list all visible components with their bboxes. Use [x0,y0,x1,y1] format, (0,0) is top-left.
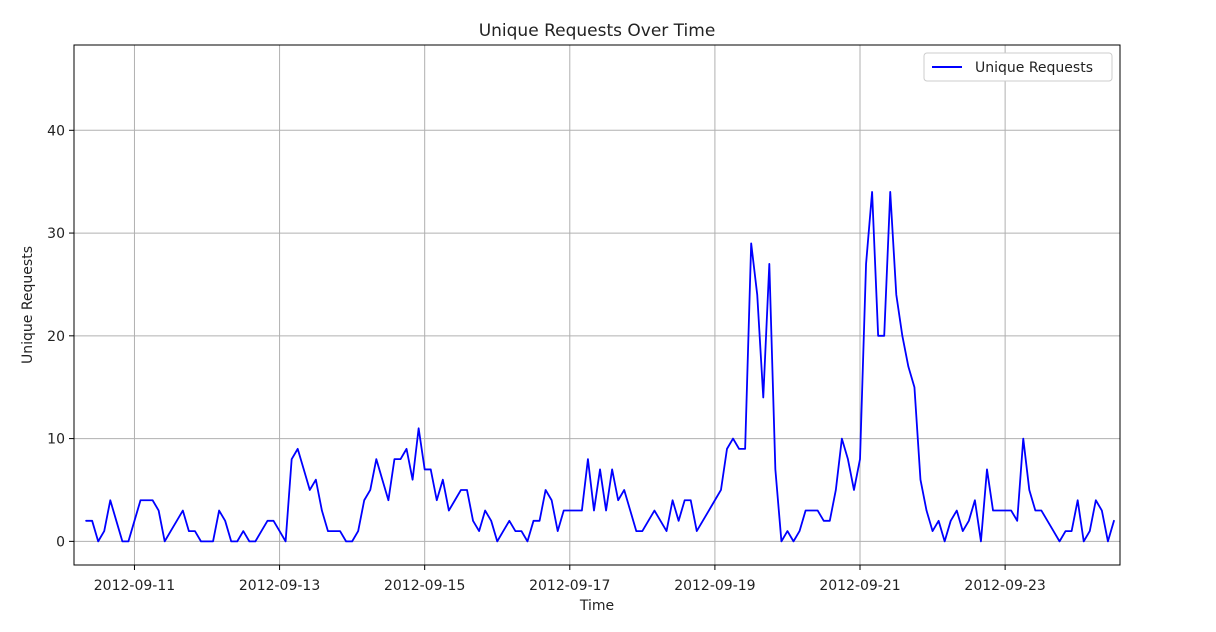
chart-title: Unique Requests Over Time [479,21,716,41]
x-tick-label: 2012-09-15 [384,578,465,594]
y-axis-label: Unique Requests [20,246,36,364]
x-tick-label: 2012-09-21 [819,578,900,594]
x-axis-label: Time [579,598,614,614]
y-axis-ticks: 0 10 20 30 40 [47,123,74,550]
series-line [85,191,1115,543]
y-tick-label: 10 [47,432,65,448]
legend-box [923,52,1113,82]
legend: Unique Requests [923,52,1113,82]
x-tick-label: 2012-09-23 [964,578,1045,594]
grid-lines [74,45,1120,565]
x-tick-label: 2012-09-19 [674,578,755,594]
x-tick-label: 2012-09-13 [239,578,320,594]
plot-frame [73,44,1121,566]
x-tick-label: 2012-09-11 [94,578,175,594]
y-tick-label: 0 [56,534,65,550]
legend-label: Unique Requests [975,60,1093,76]
y-tick-label: 20 [47,329,65,345]
x-tick-label: 2012-09-17 [529,578,610,594]
series-layer [85,191,1115,543]
y-tick-label: 30 [47,226,65,242]
y-tick-label: 40 [47,123,65,139]
x-axis-ticks: 2012-09-11 2012-09-13 2012-09-15 2012-09-17… [94,565,1046,594]
